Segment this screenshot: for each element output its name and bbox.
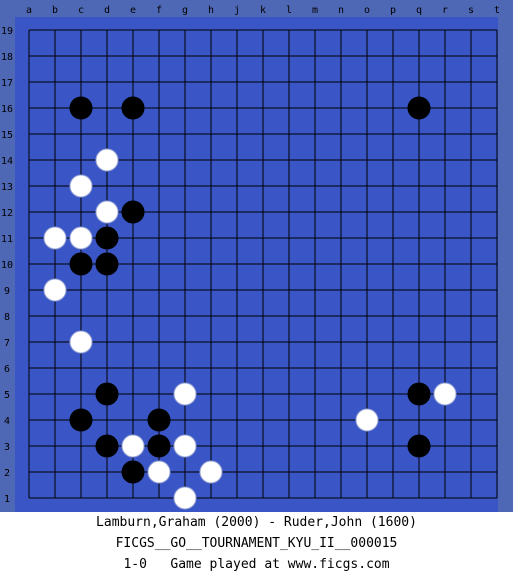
black-stone [121, 200, 145, 224]
row-label: 3 [4, 442, 10, 453]
row-label: 6 [4, 364, 10, 375]
column-label: d [104, 5, 110, 16]
white-stone [147, 460, 171, 484]
column-label: l [286, 5, 292, 16]
row-label: 15 [1, 130, 13, 141]
row-label: 1 [4, 494, 10, 505]
white-stone [43, 278, 67, 302]
white-stone [69, 174, 93, 198]
row-label: 19 [1, 26, 13, 37]
white-stone [121, 434, 145, 458]
black-stone [121, 460, 145, 484]
row-label: 5 [4, 390, 10, 401]
column-label: p [390, 5, 396, 16]
column-label: g [182, 5, 188, 16]
white-stone [95, 200, 119, 224]
row-label: 2 [4, 468, 10, 479]
column-label: j [234, 5, 240, 16]
column-label: o [364, 5, 370, 16]
row-label: 13 [1, 182, 13, 193]
column-label: e [130, 5, 136, 16]
column-label: t [494, 5, 500, 16]
black-stone [407, 382, 431, 406]
row-label: 14 [1, 156, 13, 167]
black-stone [407, 434, 431, 458]
column-label: f [156, 5, 162, 16]
white-stone [95, 148, 119, 172]
row-label: 8 [4, 312, 10, 323]
row-label: 16 [1, 104, 13, 115]
black-stone [95, 434, 119, 458]
row-label: 18 [1, 52, 13, 63]
column-label: q [416, 5, 422, 16]
black-stone [147, 408, 171, 432]
black-stone [95, 382, 119, 406]
row-label: 4 [4, 416, 10, 427]
column-label: r [442, 5, 448, 16]
black-stone [407, 96, 431, 120]
row-label: 11 [1, 234, 13, 245]
column-label: c [78, 5, 84, 16]
event-caption: FICGS__GO__TOURNAMENT_KYU_II__000015 [115, 536, 398, 551]
result-caption: 1-0 Game played at www.ficgs.com [123, 557, 390, 572]
row-label: 7 [4, 338, 10, 349]
row-label: 10 [1, 260, 13, 271]
black-stone [69, 96, 93, 120]
white-stone [173, 486, 197, 510]
white-stone [433, 382, 457, 406]
column-label: k [260, 5, 266, 16]
column-label: h [208, 5, 214, 16]
white-stone [173, 434, 197, 458]
white-stone [173, 382, 197, 406]
white-stone [69, 330, 93, 354]
row-label: 17 [1, 78, 13, 89]
row-labels: 19 18 17 16 15 14 13 12 11 10 9 8 7 6 5 4 3 2 1 [1, 26, 13, 505]
black-stone [69, 408, 93, 432]
column-label: s [468, 5, 474, 16]
row-label: 9 [4, 286, 10, 297]
white-stone [43, 226, 67, 250]
white-stone [355, 408, 379, 432]
column-label: a [26, 5, 32, 16]
black-stone [121, 96, 145, 120]
black-stone [95, 226, 119, 250]
column-label: m [312, 5, 318, 16]
white-stone [199, 460, 223, 484]
stones-layer [43, 96, 457, 510]
row-label: 12 [1, 208, 13, 219]
column-label: n [338, 5, 344, 16]
black-stone [147, 434, 171, 458]
players-caption: Lamburn,Graham (2000) - Ruder,John (1600… [96, 515, 417, 530]
black-stone [69, 252, 93, 276]
white-stone [69, 226, 93, 250]
column-label: b [52, 5, 58, 16]
black-stone [95, 252, 119, 276]
